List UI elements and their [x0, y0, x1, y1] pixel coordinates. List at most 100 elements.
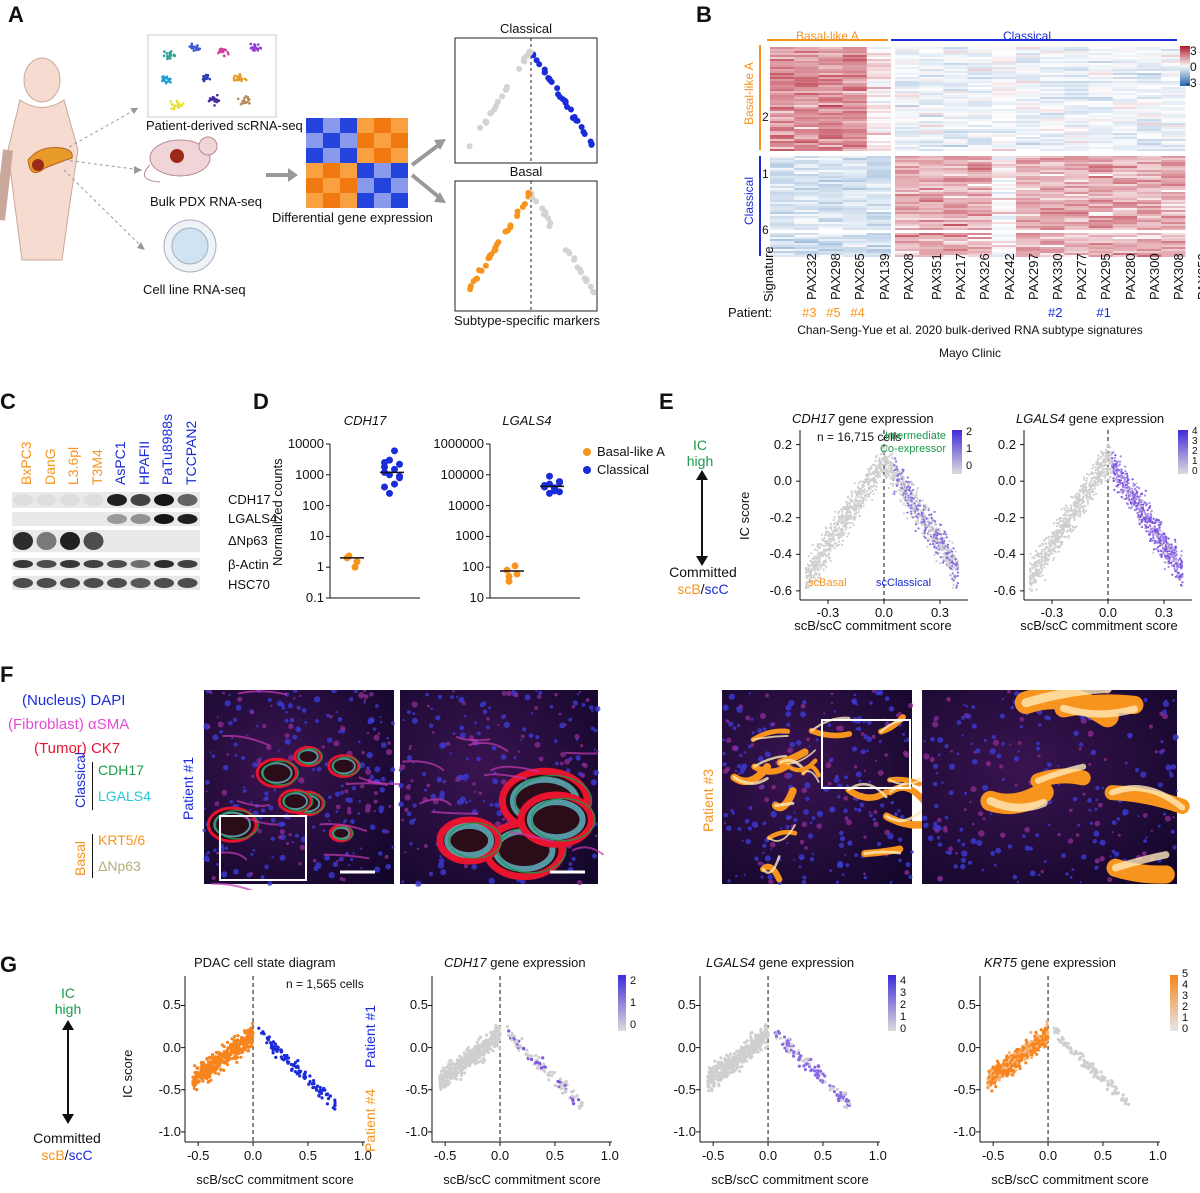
heatmap-row-cell — [991, 180, 1016, 182]
heatmap-row-cell — [1040, 119, 1065, 121]
heatmap-row-cell — [967, 103, 992, 105]
heatmap-row-cell — [1088, 253, 1113, 255]
heatmap-row-cell — [895, 166, 920, 168]
heatmap-row-cell — [895, 243, 920, 245]
cell-point — [1158, 529, 1161, 532]
cell-point — [1045, 553, 1049, 556]
heatmap-row-cell — [866, 170, 891, 172]
heatmap-row-cell — [866, 206, 891, 208]
cell-point — [901, 471, 904, 474]
heatmap-row-cell — [1040, 67, 1065, 69]
heatmap-row-cell — [770, 174, 795, 176]
cell-point — [844, 524, 848, 527]
cell-point — [929, 543, 932, 546]
heatmap-row-cell — [943, 216, 968, 218]
heatmap-row-cell — [842, 141, 867, 143]
heatmap-row-cell — [818, 109, 843, 111]
heatmap-row-cell — [1088, 239, 1113, 241]
heatmap-row-cell — [818, 235, 843, 237]
heatmap-row-cell — [770, 103, 795, 105]
heatmap-row-cell — [991, 89, 1016, 91]
cell-point — [1096, 483, 1100, 487]
umap-point — [170, 102, 174, 106]
cell-point — [1167, 548, 1170, 551]
heatmap-cell — [340, 118, 357, 133]
heatmap-row-cell — [895, 85, 920, 87]
heatmap-row-cell — [1137, 222, 1162, 224]
heatmap-row-cell — [992, 220, 1016, 222]
heatmap-row-cell — [919, 196, 944, 198]
heatmap-row-cell — [1064, 220, 1089, 222]
heatmap-row-cell — [919, 87, 944, 89]
cell-point — [807, 586, 811, 589]
cell-point — [1044, 555, 1047, 559]
cell-point — [881, 452, 884, 455]
cell-point — [1088, 491, 1092, 494]
heatmap-row-cell — [967, 129, 992, 131]
heatmap-row-cell — [866, 176, 891, 178]
cell-point — [872, 472, 875, 475]
heatmap-cell — [357, 118, 374, 133]
cell-point — [956, 574, 959, 577]
heatmap-row-cell — [1137, 55, 1162, 57]
cell-point — [1099, 475, 1102, 478]
cell-point — [1048, 553, 1052, 556]
cell-point — [1041, 557, 1044, 561]
heatmap-row-cell — [1112, 147, 1137, 149]
heatmap-row-cell — [1016, 168, 1041, 170]
heatmap-row-cell — [1112, 137, 1137, 139]
heatmap-row-cell — [1064, 93, 1089, 95]
cell-point — [817, 557, 820, 560]
blot-strip — [12, 576, 200, 590]
heatmap-row-cell — [818, 214, 843, 216]
cell-point — [951, 550, 954, 553]
heatmap-row-cell — [818, 228, 842, 230]
blot-band — [36, 494, 57, 506]
heatmap-row-cell — [895, 247, 920, 249]
cell-point — [1163, 567, 1166, 571]
heatmap-row-cell — [1064, 61, 1089, 63]
heatmap-row-cell — [1064, 170, 1089, 172]
cell-point — [952, 566, 956, 569]
heatmap-row-cell — [1112, 243, 1137, 245]
cell-point — [1112, 451, 1115, 454]
cell-point — [1044, 536, 1048, 540]
heatmap-row-cell — [1016, 145, 1041, 147]
heatmap-row-cell — [991, 214, 1016, 216]
heatmap-row-cell — [992, 51, 1016, 53]
heatmap-row-cell — [967, 89, 992, 91]
cell-point — [1124, 478, 1127, 481]
cell-point — [1084, 485, 1087, 488]
cell-point — [1048, 555, 1051, 558]
heatmap-row-cell — [770, 233, 795, 235]
cell-point — [1036, 551, 1039, 555]
heatmap-row-cell — [1112, 93, 1137, 95]
heatmap-row-cell — [818, 156, 843, 158]
umap-point — [215, 93, 219, 97]
heatmap-row-cell — [1040, 147, 1064, 149]
blot-band — [36, 578, 57, 588]
cell-point — [811, 543, 814, 547]
heatmap-row-cell — [967, 188, 992, 190]
cell-point — [855, 503, 858, 506]
heatmap-row-cell — [991, 255, 1016, 257]
cell-point — [935, 559, 938, 563]
heatmap-row-cell — [1112, 247, 1137, 249]
cell-point — [844, 528, 848, 531]
heatmap-row-cell — [895, 129, 920, 131]
cell-point — [1161, 551, 1164, 555]
heatmap-row-cell — [943, 133, 968, 135]
heatmap-row-cell — [1064, 172, 1089, 174]
d-gene-1: CDH17 — [343, 413, 387, 428]
blot-band — [177, 494, 198, 506]
heatmap-row-cell — [919, 188, 944, 190]
cell-point — [951, 577, 954, 580]
cell-point — [1156, 535, 1160, 538]
heatmap-row-cell — [842, 156, 867, 158]
blot-band — [130, 514, 151, 524]
heatmap-row-cell — [1161, 182, 1186, 184]
heatmap-row-cell — [866, 245, 891, 247]
heatmap-row-cell — [770, 71, 795, 73]
cell-point — [1088, 495, 1092, 498]
cell-point — [1149, 505, 1152, 508]
